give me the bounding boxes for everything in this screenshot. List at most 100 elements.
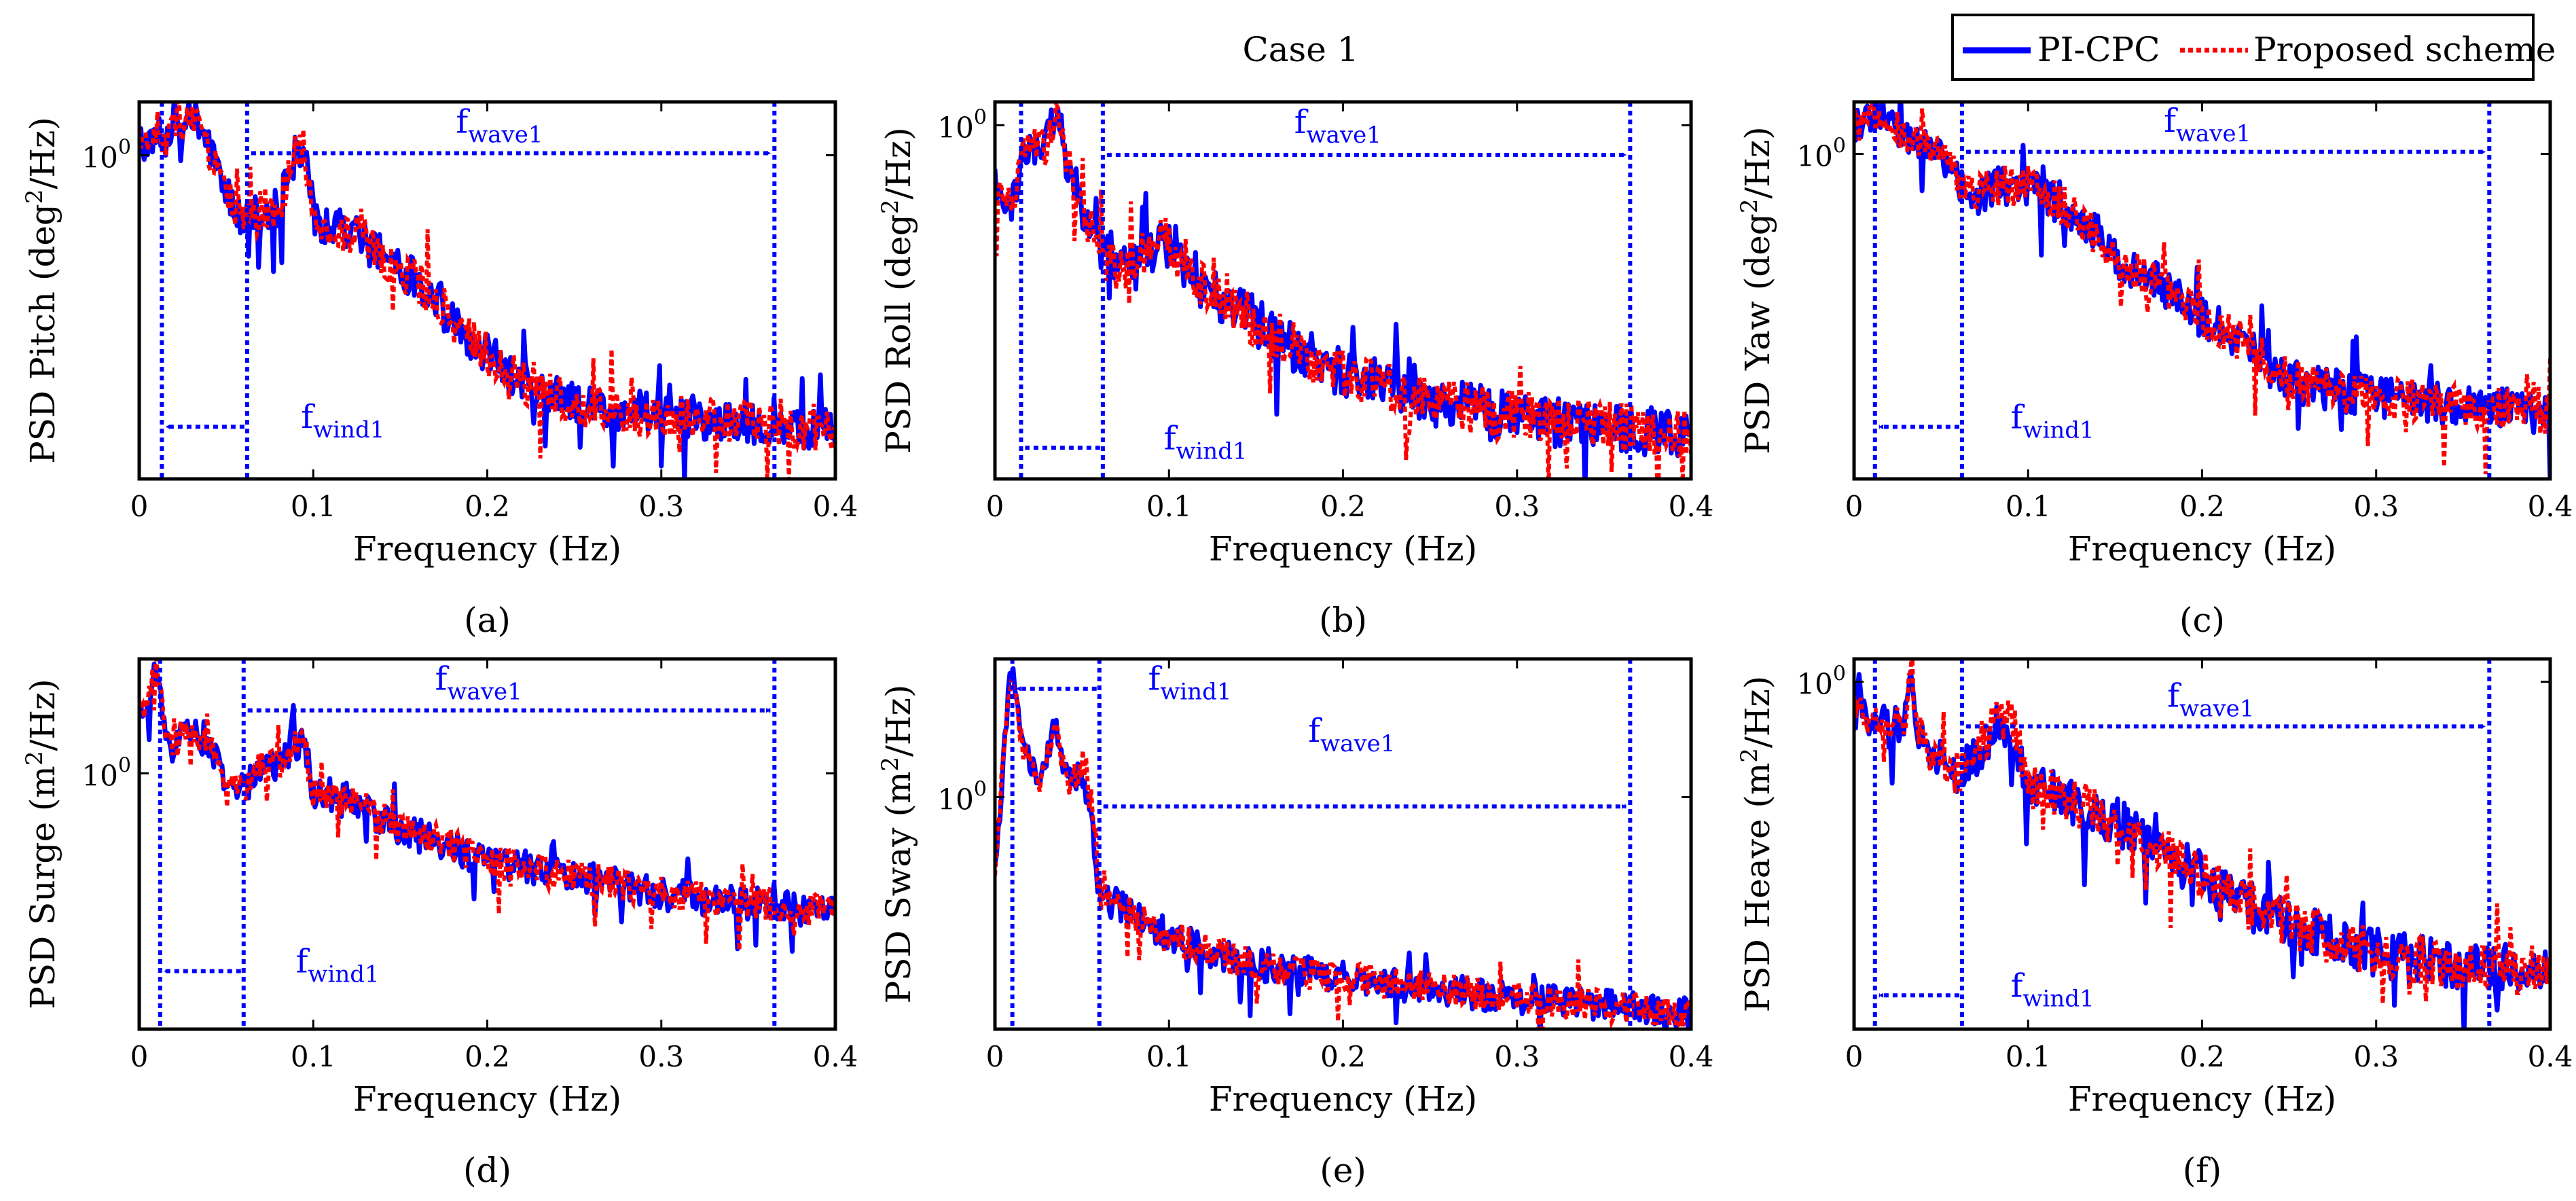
y-label-prefix: PSD Sway (m [879,772,918,1004]
annotation-wave1: fwave1 [1294,103,1381,149]
annotation-base: f [2164,102,2178,140]
y-tick-exponent: 0 [974,105,987,129]
panel-caption: (e) [1320,1151,1366,1190]
x-tick-label: 0.2 [2179,1040,2225,1073]
series-line-pi-cpc [1854,102,2550,479]
x-axis-label: Frequency (Hz) [353,529,621,569]
series-line-proposed [995,679,1691,1029]
x-tick-label: 0.3 [2353,490,2399,523]
y-tick-label: 100 [1796,662,1846,701]
annotation-wind1: fwind1 [296,942,380,988]
y-tick-label: 100 [937,105,987,144]
annotation-wind1: fwind1 [2011,967,2094,1013]
annotation-base: f [1148,660,1163,698]
y-label-prefix: PSD Roll (deg [879,214,918,454]
annotation-base: f [1308,712,1322,750]
x-axis-label: Frequency (Hz) [1209,1079,1477,1119]
y-tick-label: 100 [81,136,131,175]
annotation-wave1: fwave1 [2164,102,2251,147]
y-label-suffix: /Hz) [879,685,918,757]
annotation-sub: wind1 [1160,679,1231,706]
panel-caption: (c) [2179,600,2225,640]
series-group [1854,102,2550,479]
annotation-base: f [2011,967,2025,1005]
annotation-sub: wave1 [447,678,522,705]
annotation-base: f [1164,420,1178,458]
x-tick-label: 0.3 [1494,490,1540,523]
series-line-pi-cpc [995,106,1691,479]
legend-label-pi-cpc: PI-CPC [2037,30,2160,69]
y-tick-exponent: 0 [1833,662,1846,686]
series-group [139,659,835,954]
y-label-superscript: 2 [877,200,904,215]
y-label-suffix: /Hz) [879,127,918,199]
x-axis-label: Frequency (Hz) [2068,529,2336,569]
annotation-sub: wave1 [2179,695,2254,722]
legend-label-proposed: Proposed scheme [2253,30,2556,69]
x-tick-label: 0.1 [2006,490,2051,523]
x-tick-label: 0.4 [2528,1040,2573,1073]
x-tick-label: 0.2 [2179,490,2225,523]
annotation-sub: wave1 [468,121,543,148]
annotation-sub: wind1 [313,416,384,444]
annotation-wind1: fwind1 [1148,660,1232,706]
y-tick-base: 10 [937,783,973,816]
axes-frame [1852,100,2552,481]
series-line-proposed [1854,102,2550,475]
x-tick-label: 0.1 [2006,1040,2051,1073]
annotation-sub: wave1 [1320,730,1395,757]
series-group [1854,659,2550,1029]
y-label-suffix: /Hz) [1738,676,1777,748]
annotation-sub: wind1 [2022,986,2094,1013]
x-tick-label: 0.1 [1146,1040,1192,1073]
y-axis-label: PSD Pitch (deg2/Hz) [21,117,62,464]
y-label-prefix: PSD Surge (m [23,766,62,1009]
annotation-wind1: fwind1 [301,398,384,444]
x-axis-label: Frequency (Hz) [2068,1079,2336,1119]
annotation-base: f [435,660,450,698]
annotation-sub: wind1 [308,961,379,988]
annotation-sub: wave1 [1307,122,1381,149]
annotation-base: f [456,103,470,141]
y-tick-base: 10 [1796,140,1832,173]
x-axis-label: Frequency (Hz) [1209,529,1477,569]
y-axis-label: PSD Roll (deg2/Hz) [877,127,918,454]
x-tick-label: 0 [1845,1040,1864,1073]
y-label-suffix: /Hz) [23,117,62,189]
annotation-sub: wind1 [1176,438,1247,465]
y-tick-exponent: 0 [1833,135,1846,158]
annotation-base: f [2167,677,2181,715]
x-tick-label: 0.4 [813,1040,858,1073]
x-tick-label: 0.3 [2353,1040,2399,1073]
x-tick-label: 0.3 [1494,1040,1540,1073]
x-tick-label: 0.3 [638,490,684,523]
x-tick-label: 0.3 [638,1040,684,1073]
x-tick-label: 0.2 [465,490,510,523]
y-label-prefix: PSD Heave (m [1738,763,1777,1013]
figure-title: Case 1 [1242,30,1358,69]
x-tick-label: 0 [1845,490,1864,523]
x-axis-label: Frequency (Hz) [353,1079,621,1119]
y-label-superscript: 2 [21,751,48,766]
y-tick-base: 10 [81,759,117,792]
x-tick-label: 0.4 [1669,1040,1714,1073]
series-group [995,666,1691,1029]
y-axis-label: PSD Surge (m2/Hz) [21,679,62,1009]
panel-caption: (f) [2183,1151,2222,1190]
annotation-sub: wave1 [2176,120,2251,147]
x-tick-label: 0.4 [2528,490,2573,523]
y-tick-base: 10 [937,111,973,144]
series-group [139,102,835,479]
series-line-proposed [995,102,1691,479]
y-tick-label: 100 [937,777,987,816]
series-line-proposed [1854,659,2550,1004]
annotation-wind1: fwind1 [1164,420,1248,465]
annotation-wave1: fwave1 [456,103,543,148]
x-tick-label: 0.1 [291,1040,336,1073]
x-tick-label: 0.2 [1320,490,1366,523]
x-tick-label: 0 [986,490,1004,523]
annotation-wave1: fwave1 [2167,677,2254,722]
annotation-wind1: fwind1 [2011,399,2094,444]
x-tick-label: 0.1 [291,490,336,523]
